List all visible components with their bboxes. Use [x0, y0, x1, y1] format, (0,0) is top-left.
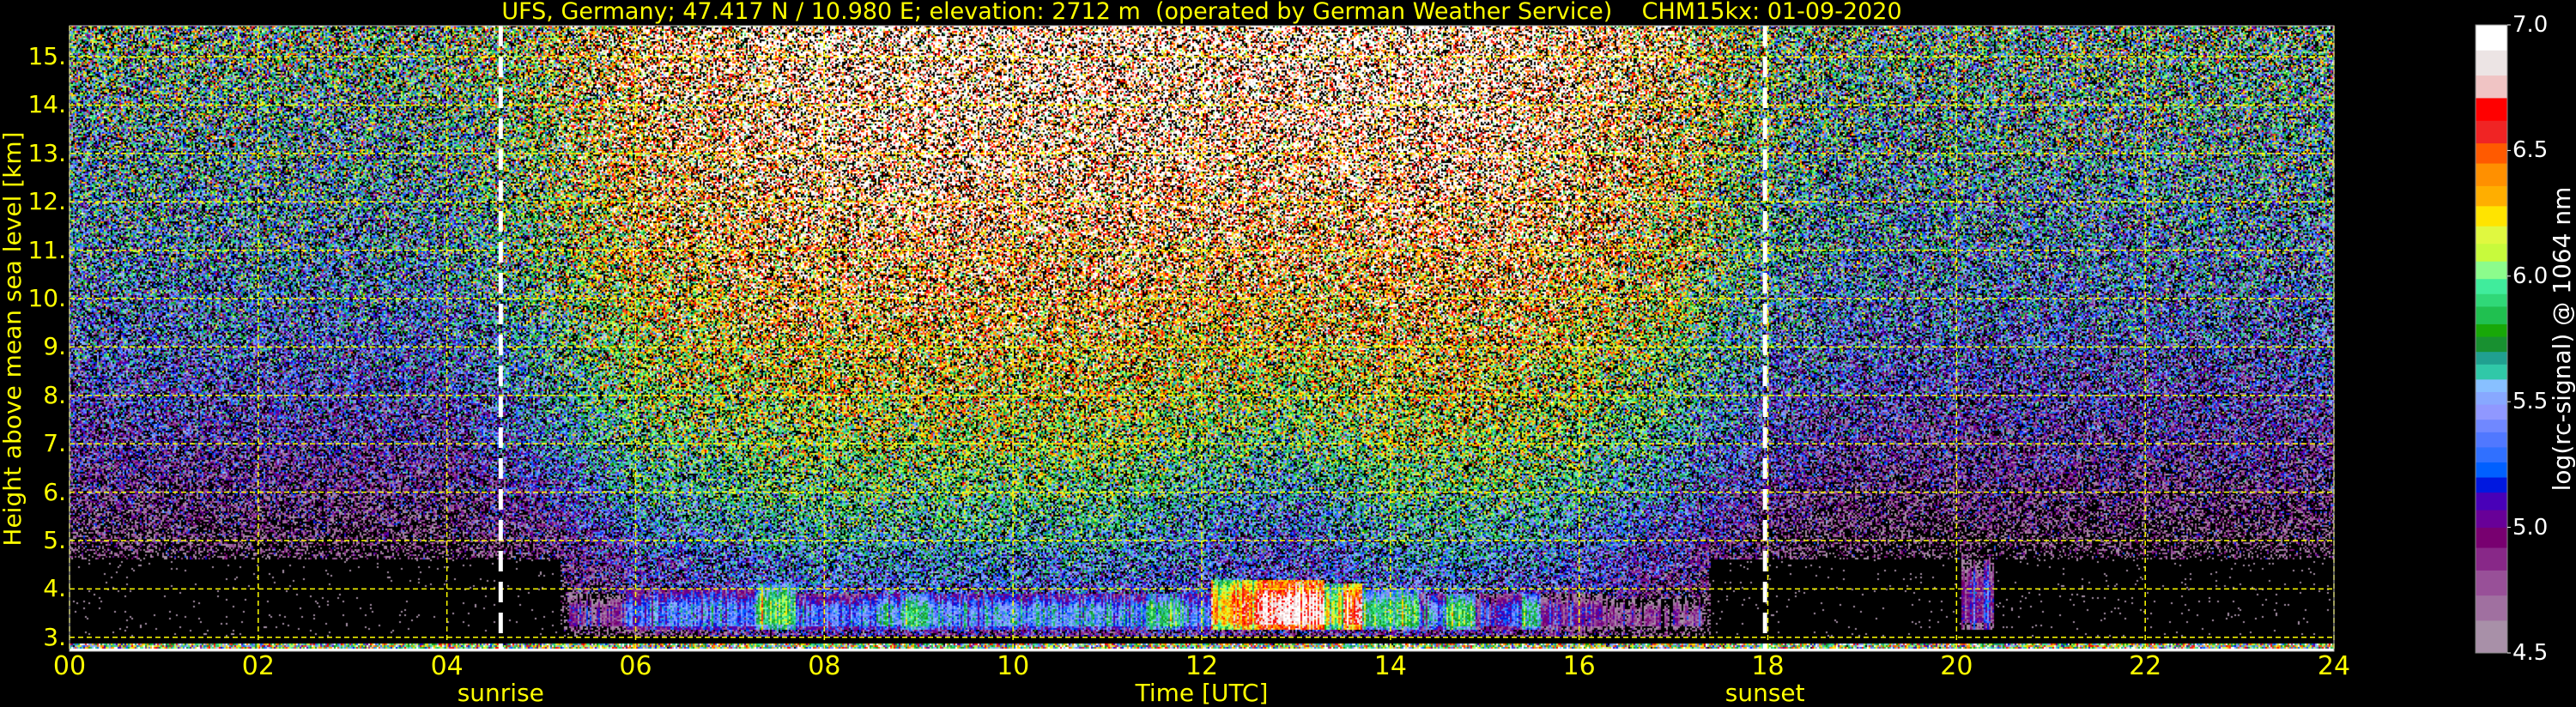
- colorbar-band: [2476, 446, 2507, 462]
- colorbar-band: [2476, 120, 2507, 144]
- colorbar-tick-label: 7.0: [2512, 12, 2549, 38]
- colorbar-tick-label: 5.5: [2512, 389, 2549, 415]
- x-tick-label: 24: [2317, 651, 2351, 681]
- x-tick-label: 14: [1373, 651, 1407, 681]
- colorbar-tick-label: 6.5: [2512, 137, 2549, 164]
- colorbar-band: [2476, 25, 2507, 51]
- x-tick-label: 20: [1940, 651, 1973, 681]
- x-tick-label: 22: [2129, 651, 2162, 681]
- chart-title: UFS, Germany; 47.417 N / 10.980 E; eleva…: [501, 0, 1902, 25]
- x-tick-label: 18: [1751, 651, 1785, 681]
- y-tick-label: 5.: [43, 525, 66, 554]
- colorbar-tick-label: 4.5: [2512, 640, 2549, 666]
- colorbar-band: [2476, 595, 2507, 621]
- colorbar-band: [2476, 378, 2507, 392]
- colorbar-band: [2476, 226, 2507, 245]
- x-tick-label: 16: [1562, 651, 1596, 681]
- colorbar-band: [2476, 305, 2507, 324]
- colorbar-band: [2476, 293, 2507, 307]
- colorbar-band: [2476, 391, 2507, 405]
- y-tick-label: 11.: [27, 235, 66, 264]
- colorbar-tick-label: 6.0: [2512, 263, 2549, 289]
- x-tick-label: 00: [52, 651, 87, 681]
- colorbar-band: [2476, 336, 2507, 353]
- y-tick-label: 4.: [43, 574, 66, 603]
- colorbar-band: [2476, 477, 2507, 493]
- colorbar: [2475, 24, 2511, 654]
- colorbar-band: [2476, 205, 2507, 227]
- annotation-lines: [498, 26, 1767, 651]
- x-tick-label: 12: [1185, 651, 1219, 681]
- x-tick-label: 10: [997, 651, 1030, 681]
- y-tick-label: 8.: [43, 380, 66, 409]
- y-tick-label: 9.: [43, 332, 66, 361]
- y-tick-label: 14.: [27, 90, 66, 119]
- colorbar-tick-label: 5.0: [2512, 514, 2549, 541]
- colorbar-band: [2476, 570, 2507, 596]
- colorbar-band: [2476, 243, 2507, 262]
- colorbar-band: [2476, 492, 2507, 511]
- plot-frame: [69, 25, 2335, 652]
- sunrise-label: sunrise: [457, 679, 544, 707]
- x-tick-label: 02: [241, 651, 275, 681]
- colorbar-band: [2476, 142, 2507, 164]
- colorbar-band: [2476, 547, 2507, 571]
- colorbar-band: [2476, 364, 2507, 380]
- colorbar-band: [2476, 97, 2507, 121]
- y-tick-label: 7.: [43, 429, 66, 458]
- colorbar-band: [2476, 261, 2507, 280]
- colorbar-band: [2476, 50, 2507, 76]
- colorbar-band: [2476, 351, 2507, 365]
- colorbar-label: log(rc-signal) @ 1064 nm: [2548, 186, 2576, 492]
- colorbar-band: [2476, 419, 2507, 432]
- x-tick-label: 08: [808, 651, 841, 681]
- colorbar-band: [2476, 163, 2507, 186]
- y-tick-label: 15.: [27, 42, 66, 71]
- colorbar-band: [2476, 432, 2507, 448]
- x-axis-label: Time [UTC]: [1135, 679, 1269, 707]
- x-tick-label: 04: [430, 651, 464, 681]
- colorbar-band: [2476, 462, 2507, 478]
- colorbar-frame: [2475, 24, 2508, 654]
- colorbar-band: [2476, 527, 2507, 548]
- grid-lines: [69, 26, 2335, 651]
- y-tick-label: 12.: [27, 187, 66, 216]
- colorbar-band: [2476, 510, 2507, 529]
- y-axis-label: Height above mean sea level [km]: [0, 131, 27, 547]
- colorbar-band: [2476, 619, 2507, 654]
- colorbar-band: [2476, 404, 2507, 420]
- y-tick-label: 13.: [27, 138, 66, 167]
- y-tick-label: 6.: [43, 477, 66, 506]
- colorbar-band: [2476, 323, 2507, 337]
- y-tick-label: 10.: [27, 284, 66, 313]
- sunset-label: sunset: [1724, 679, 1805, 707]
- y-tick-label: 3.: [43, 622, 66, 651]
- colorbar-band: [2476, 278, 2507, 294]
- colorbar-band: [2476, 185, 2507, 207]
- x-tick-label: 06: [619, 651, 652, 681]
- colorbar-band: [2476, 75, 2507, 99]
